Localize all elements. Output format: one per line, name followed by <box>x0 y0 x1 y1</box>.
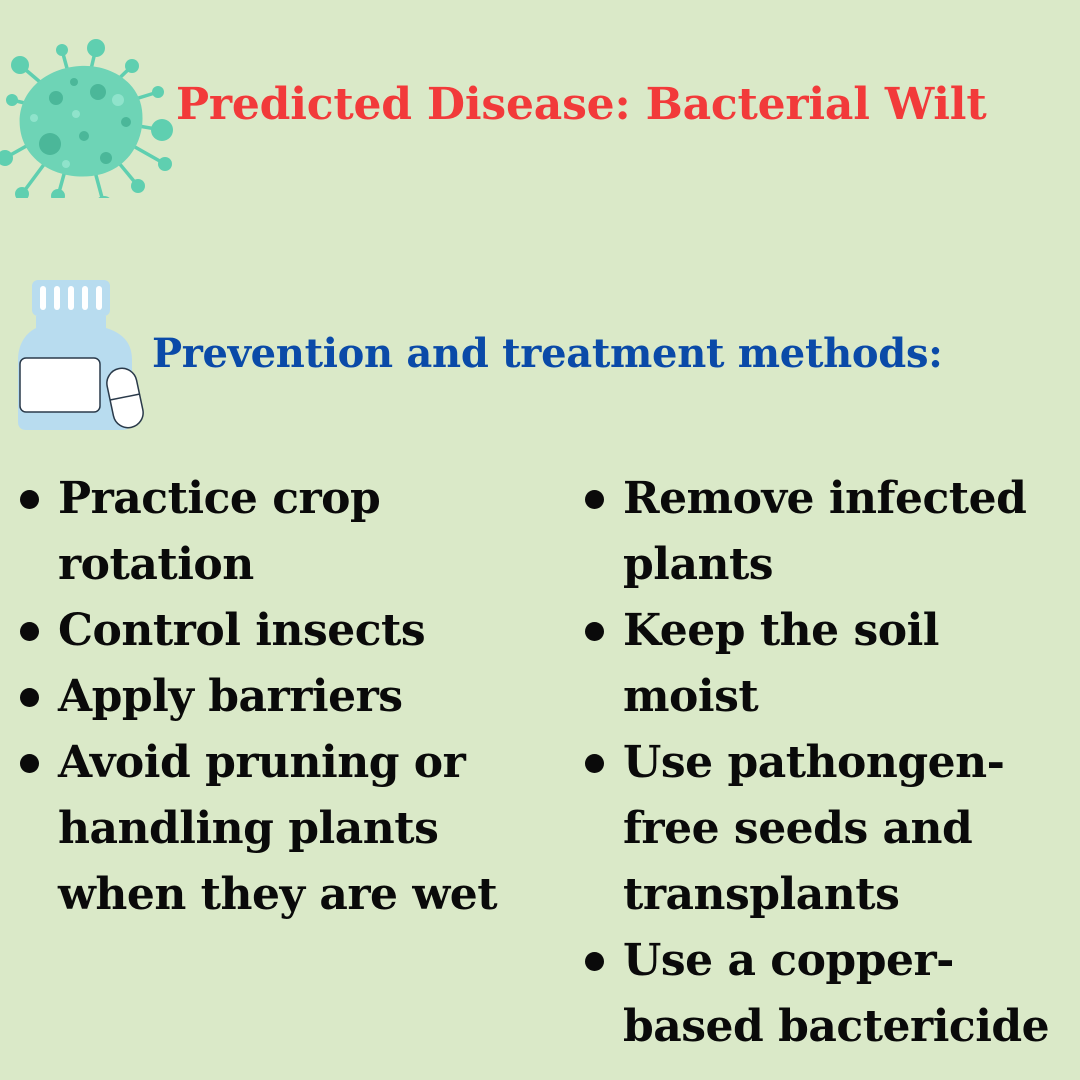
list-item: Keep the soil moist <box>585 598 1073 730</box>
list-item-text: Use a copper-based bactericide <box>623 935 1050 1052</box>
list-item: Control insects <box>20 598 508 664</box>
methods-list-left: Practice crop rotation Control insects A… <box>20 466 508 928</box>
section-heading: Prevention and treatment methods: <box>152 330 943 377</box>
bullet-icon <box>20 622 39 641</box>
list-item-text: Apply barriers <box>58 671 403 722</box>
bullet-icon <box>20 688 39 707</box>
bullet-icon <box>20 490 39 509</box>
list-item-text: Practice crop rotation <box>58 473 381 590</box>
list-item: Remove infected plants <box>585 466 1073 598</box>
list-item-text: Remove infected plants <box>623 473 1027 590</box>
bullet-icon <box>585 490 604 509</box>
bullet-icon <box>585 622 604 641</box>
list-item: Avoid pruning or handling plants when th… <box>20 730 508 928</box>
list-item-text: Avoid pruning or handling plants when th… <box>58 737 498 920</box>
list-item: Use a copper-based bactericide <box>585 928 1073 1060</box>
list-item-text: Keep the soil moist <box>623 605 940 722</box>
list-item-text: Use pathongen-free seeds and transplants <box>623 737 1005 920</box>
methods-list-right: Remove infected plants Keep the soil moi… <box>585 466 1073 1060</box>
list-item: Use pathongen-free seeds and transplants <box>585 730 1073 928</box>
list-item: Apply barriers <box>20 664 508 730</box>
virus-icon <box>0 39 173 198</box>
bullet-icon <box>585 952 604 971</box>
medicine-bottle-icon <box>18 280 144 430</box>
page-title: Predicted Disease: Bacterial Wilt <box>176 79 987 130</box>
bullet-icon <box>20 754 39 773</box>
list-item-text: Control insects <box>58 605 426 656</box>
list-item: Practice crop rotation <box>20 466 508 598</box>
bullet-icon <box>585 754 604 773</box>
